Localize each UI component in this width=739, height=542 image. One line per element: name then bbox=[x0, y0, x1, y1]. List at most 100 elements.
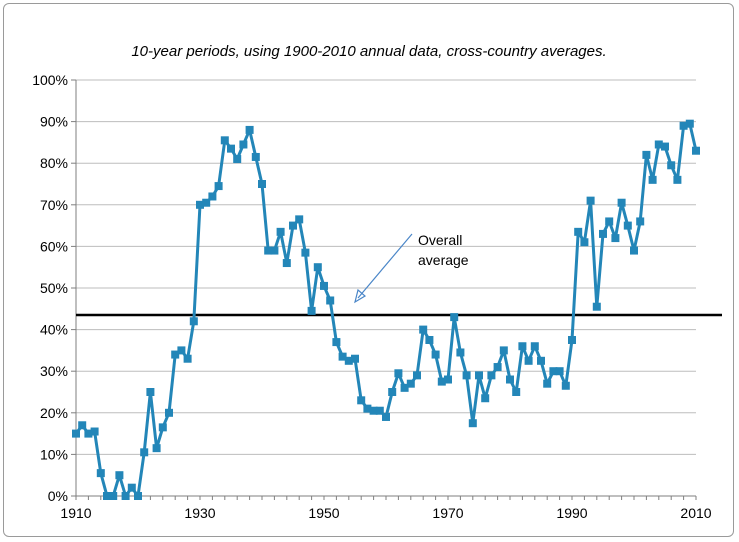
data-point-marker bbox=[444, 375, 452, 384]
data-point-marker bbox=[456, 348, 465, 357]
data-point-marker bbox=[487, 371, 496, 380]
y-tick-label: 80% bbox=[40, 155, 68, 171]
data-point-marker bbox=[202, 198, 211, 207]
data-point-marker bbox=[189, 317, 198, 326]
data-point-marker bbox=[475, 371, 483, 380]
data-point-marker bbox=[642, 150, 651, 159]
data-point-marker bbox=[301, 248, 310, 257]
data-point-marker bbox=[171, 350, 180, 359]
data-point-marker bbox=[400, 383, 409, 392]
data-point-marker bbox=[382, 412, 390, 421]
data-point-marker bbox=[214, 182, 223, 191]
data-point-marker bbox=[177, 346, 186, 355]
data-point-marker bbox=[78, 421, 87, 430]
data-point-marker bbox=[530, 342, 539, 351]
y-tick-label: 20% bbox=[40, 405, 68, 421]
data-point-marker bbox=[320, 281, 328, 290]
data-point-marker bbox=[549, 367, 558, 376]
annotation-label-line1: Overall bbox=[418, 232, 462, 248]
data-point-marker bbox=[419, 325, 428, 334]
annotation-label-line2: average bbox=[418, 252, 469, 268]
data-point-marker bbox=[251, 152, 260, 161]
data-point-marker bbox=[338, 352, 347, 361]
data-point-marker bbox=[140, 448, 149, 457]
data-point-marker bbox=[103, 492, 111, 500]
data-point-marker bbox=[208, 192, 217, 201]
data-point-marker bbox=[307, 306, 316, 315]
data-point-marker bbox=[506, 375, 514, 384]
data-point-marker bbox=[363, 404, 372, 413]
data-point-marker bbox=[661, 142, 669, 151]
data-point-marker bbox=[351, 354, 359, 363]
data-point-marker bbox=[394, 369, 403, 378]
data-point-marker bbox=[115, 471, 124, 480]
gridlines bbox=[76, 79, 696, 455]
data-point-marker bbox=[413, 371, 421, 380]
y-tick-label: 100% bbox=[32, 72, 68, 88]
data-point-marker bbox=[499, 346, 508, 355]
data-point-marker bbox=[326, 296, 335, 305]
data-point-marker bbox=[388, 388, 397, 396]
x-axis: 1910 1930 1950 1970 1990 2010 bbox=[60, 495, 712, 521]
data-point-marker bbox=[654, 140, 663, 149]
y-tick-label: 0% bbox=[48, 488, 68, 504]
data-point-marker bbox=[239, 140, 248, 149]
data-point-marker bbox=[611, 234, 620, 243]
y-tick-label: 70% bbox=[40, 197, 68, 213]
data-point-marker bbox=[264, 246, 273, 255]
annotation-arrow bbox=[354, 233, 413, 304]
data-point-marker bbox=[121, 492, 130, 500]
data-point-marker bbox=[561, 381, 570, 390]
y-axis: 0% 10% 20% 30% 40% 50% 60% 70% 80% 90% 100% bbox=[32, 72, 77, 504]
data-point-marker bbox=[524, 356, 533, 365]
data-point-marker bbox=[220, 136, 229, 145]
data-point-marker bbox=[599, 229, 607, 238]
data-point-marker bbox=[313, 263, 322, 272]
data-point-marker bbox=[369, 406, 378, 415]
data-point-marker bbox=[146, 388, 155, 396]
y-tick-label: 40% bbox=[40, 322, 68, 338]
data-point-marker bbox=[233, 155, 242, 164]
data-point-marker bbox=[592, 302, 601, 311]
data-point-marker bbox=[568, 336, 576, 344]
chart-subtitle: 10-year periods, using 1900-2010 annual … bbox=[131, 43, 606, 60]
data-point-marker bbox=[84, 429, 93, 438]
data-point-marker bbox=[158, 423, 167, 432]
y-tick-label: 30% bbox=[40, 363, 68, 379]
x-tick-label: 1970 bbox=[432, 505, 463, 521]
data-point-marker bbox=[468, 419, 477, 428]
data-point-marker bbox=[605, 217, 614, 226]
series-line bbox=[74, 122, 698, 498]
data-point-marker bbox=[667, 161, 676, 170]
data-point-marker bbox=[375, 406, 384, 415]
data-point-marker bbox=[580, 238, 589, 247]
data-point-marker bbox=[295, 215, 304, 224]
data-point-marker bbox=[245, 125, 254, 134]
y-tick-label: 60% bbox=[40, 238, 68, 254]
series-group bbox=[72, 119, 700, 500]
data-point-marker bbox=[425, 336, 434, 344]
data-point-marker bbox=[537, 356, 545, 365]
data-point-marker bbox=[685, 119, 694, 128]
data-point-marker bbox=[586, 196, 595, 205]
data-point-marker bbox=[165, 408, 173, 417]
data-point-marker bbox=[127, 483, 136, 492]
x-tick-label: 1950 bbox=[308, 505, 339, 521]
data-point-marker bbox=[462, 371, 471, 380]
data-point-marker bbox=[344, 356, 353, 365]
data-point-marker bbox=[282, 259, 291, 268]
x-tick-label: 1990 bbox=[556, 505, 587, 521]
data-point-marker bbox=[512, 388, 521, 396]
data-point-marker bbox=[518, 342, 527, 351]
y-tick-label: 50% bbox=[40, 280, 68, 296]
data-point-marker bbox=[90, 427, 99, 436]
data-point-marker bbox=[431, 350, 440, 359]
data-point-marker bbox=[692, 146, 700, 155]
data-point-marker bbox=[481, 394, 490, 403]
data-point-marker bbox=[574, 227, 583, 236]
data-point-marker bbox=[332, 338, 341, 347]
data-point-marker bbox=[543, 379, 552, 388]
x-tick-label: 2010 bbox=[680, 505, 711, 521]
data-point-marker bbox=[623, 221, 632, 230]
data-point-marker bbox=[450, 313, 459, 322]
